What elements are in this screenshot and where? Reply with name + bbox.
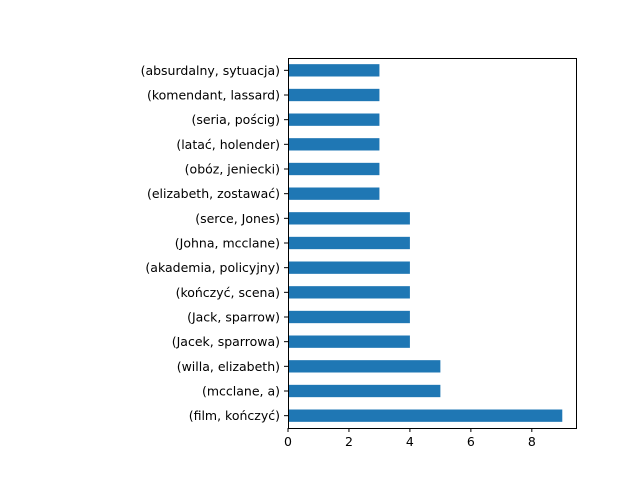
x-tick-label: 4 [406,434,414,449]
y-tick-label: (willa, elizabeth) [177,359,280,374]
bar [288,286,410,299]
x-tick-label: 8 [528,434,536,449]
bar [288,236,410,250]
y-tick-label: (film, kończyć) [189,408,280,423]
bar [288,162,380,176]
y-ticks-group: (film, kończyć) (mcclane, a) (willa, eliza… [141,63,288,423]
y-tick-label: (mcclane, a) [202,384,280,399]
plot-frame [288,58,577,429]
y-tick-label: (serce, Jones) [195,211,280,226]
y-tick-label: (Johna, mcclane) [175,236,280,251]
bar [288,384,441,398]
bar [288,409,563,422]
bar [288,88,380,102]
y-tick-label: (kończyć, scena) [176,285,280,300]
y-tick-label: (latać, holender) [176,137,280,152]
y-tick-label: (obóz, jeniecki) [185,162,280,177]
bar [288,138,380,151]
y-tick-label: (absurdalny, sytuacja) [141,63,280,78]
x-ticks-group: 0 2 4 6 8 [284,428,536,449]
bar [288,261,410,274]
x-tick-label: 0 [284,434,292,449]
y-tick-label: (elizabeth, zostawać) [147,186,280,201]
x-tick-label: 2 [345,434,353,449]
bar [288,212,410,225]
bar [288,113,380,126]
y-tick-label: (Jacek, sparrowa) [172,334,280,349]
bar [288,187,380,200]
bars-group [288,64,563,422]
bar [288,335,410,348]
x-tick-label: 6 [467,434,475,449]
bar [288,360,441,373]
y-tick-label: (komendant, lassard) [147,88,280,103]
y-tick-label: (seria, pościg) [191,112,280,127]
y-tick-label: (Jack, sparrow) [187,310,280,325]
bar [288,64,380,77]
bar [288,310,410,324]
y-tick-label: (akademia, policyjny) [145,260,280,275]
